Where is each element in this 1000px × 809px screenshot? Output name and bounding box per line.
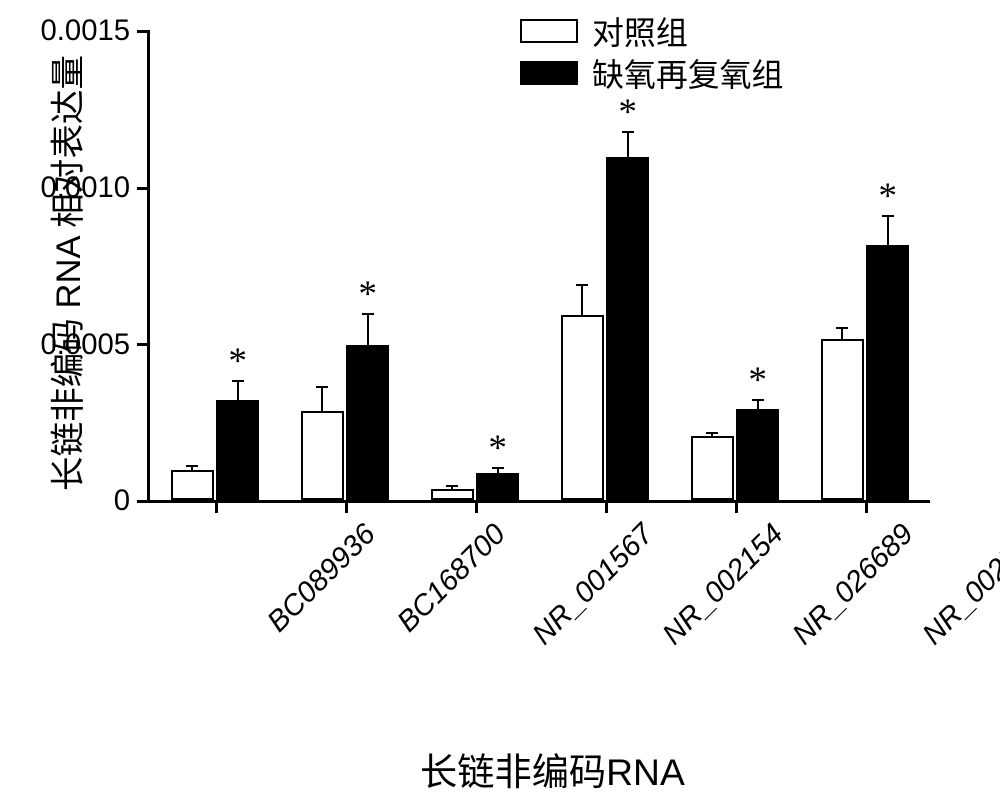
error-bar-cap (186, 465, 198, 467)
x-tick-label: NR_002597 (917, 518, 1000, 652)
error-bar (321, 387, 323, 411)
legend-swatch (520, 19, 578, 43)
x-tick-label: NR_002154 (657, 518, 791, 652)
x-tick (735, 503, 738, 513)
x-tick-label: BC168700 (391, 518, 512, 639)
x-axis-line (147, 500, 930, 503)
legend-item: 缺氧再复氧组 (520, 52, 783, 94)
x-tick (865, 503, 868, 513)
bar (346, 345, 389, 500)
x-tick (475, 503, 478, 513)
error-bar (237, 381, 239, 400)
bar (561, 315, 604, 500)
y-axis-title: 长链非编码 RNA 相对表达量 (40, 55, 90, 491)
legend-label: 缺氧再复氧组 (592, 50, 783, 96)
x-tick (215, 503, 218, 513)
bar (736, 409, 779, 500)
bar (691, 436, 734, 500)
bar (866, 245, 909, 500)
x-tick (345, 503, 348, 513)
error-bar-cap (446, 485, 458, 487)
bar (216, 400, 259, 500)
bar (431, 489, 474, 500)
bar (476, 473, 519, 500)
error-bar (581, 285, 583, 315)
x-tick-label: NR_026689 (787, 518, 921, 652)
error-bar (887, 216, 889, 244)
y-tick (137, 187, 147, 190)
significance-mark: * (739, 359, 776, 402)
x-tick (605, 503, 608, 513)
x-tick-label: BC089936 (261, 518, 382, 639)
significance-mark: * (219, 340, 256, 383)
y-tick (137, 30, 147, 33)
error-bar-cap (836, 327, 848, 329)
error-bar (841, 328, 843, 339)
x-axis-title: 长链非编码RNA (420, 742, 685, 796)
error-bar (367, 314, 369, 345)
significance-mark: * (869, 175, 906, 218)
y-tick-label: 0.0015 (0, 15, 130, 48)
bar (821, 339, 864, 500)
bar (606, 157, 649, 500)
chart-root: 00.00050.00100.0015长链非编码 RNA 相对表达量*BC089… (0, 0, 1000, 809)
bar (301, 411, 344, 500)
legend-label: 对照组 (592, 8, 688, 54)
y-axis-line (147, 30, 150, 503)
error-bar-cap (316, 386, 328, 388)
significance-mark: * (609, 91, 646, 134)
legend-swatch (520, 61, 578, 85)
legend-item: 对照组 (520, 10, 688, 52)
y-tick (137, 500, 147, 503)
y-tick (137, 343, 147, 346)
error-bar (627, 132, 629, 157)
error-bar-cap (576, 284, 588, 286)
error-bar-cap (706, 432, 718, 434)
bar (171, 470, 214, 500)
significance-mark: * (479, 427, 516, 470)
significance-mark: * (349, 273, 386, 316)
x-tick-label: NR_001567 (527, 518, 661, 652)
